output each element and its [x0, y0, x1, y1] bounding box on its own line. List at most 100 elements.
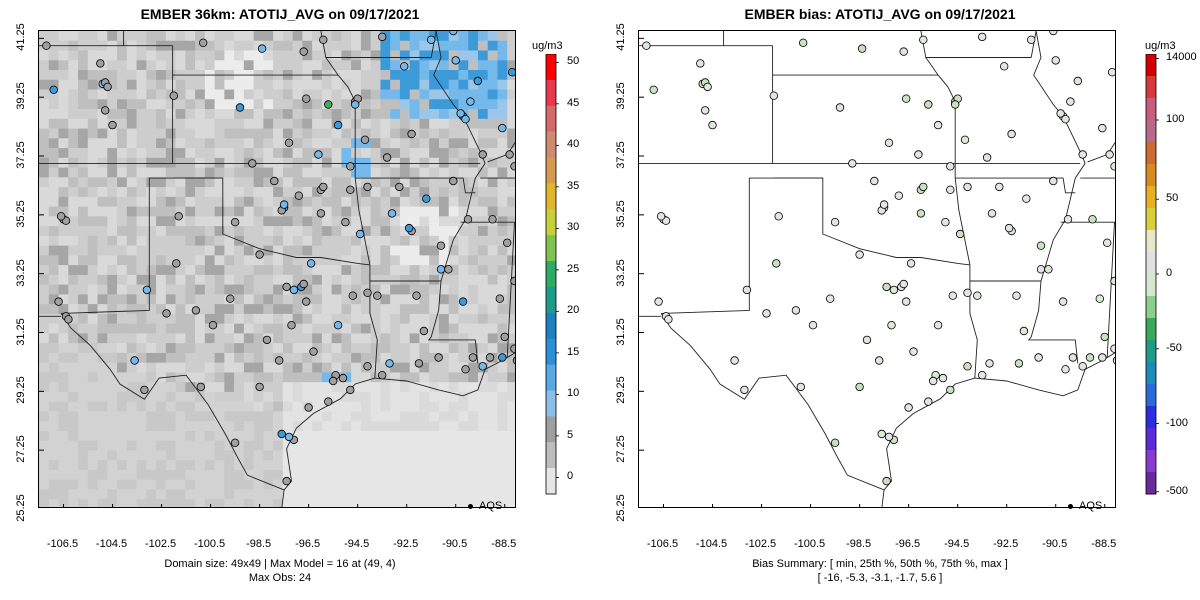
y-tick-label: 31.25 [15, 317, 27, 346]
x-tick-label: -92.5 [393, 538, 419, 550]
colorbar-segment [1146, 362, 1156, 385]
colorbar-tick-label: 100 [1166, 113, 1185, 125]
observation-marker [378, 371, 387, 380]
colorbar-tick-label: 50 [567, 55, 580, 68]
colorbar-tick-label: 5 [567, 428, 574, 441]
observation-marker [304, 403, 313, 412]
x-tick-label: -94.5 [944, 538, 970, 550]
bias-marker [1061, 114, 1070, 124]
y-tick-label: 33.25 [15, 258, 27, 287]
bias-marker [987, 209, 997, 218]
bias-marker [1098, 123, 1107, 133]
bias-marker [796, 382, 805, 392]
observation-marker [302, 94, 311, 103]
bias-marker [1027, 35, 1036, 44]
bias-marker [1103, 238, 1112, 247]
observation-marker [324, 397, 333, 406]
x-tick-label: -96.5 [895, 538, 921, 550]
bias-marker [877, 429, 886, 439]
bias-marker [1036, 241, 1046, 250]
observation-marker [235, 103, 245, 112]
observation-marker [378, 32, 387, 42]
x-tick-label: -104.5 [695, 538, 728, 550]
boundary-line [369, 264, 378, 379]
x-tick-label: -100.5 [193, 538, 226, 550]
bias-marker [791, 306, 801, 315]
colorbar-segment [1146, 296, 1156, 319]
observation-marker [468, 353, 478, 362]
x-tick-label: -88.5 [491, 538, 517, 550]
bias-marker [1095, 294, 1104, 303]
bias-marker [963, 182, 972, 192]
x-tick-label: -90.5 [442, 538, 468, 550]
observation-marker [382, 153, 392, 162]
boundary-line [660, 313, 1115, 491]
observation-marker [103, 82, 112, 92]
aqs-legend-label: AQS [1079, 500, 1103, 512]
colorbar-segment [1146, 472, 1156, 495]
colorbar-segment [546, 235, 556, 262]
observation-marker [461, 114, 470, 124]
observation-marker [284, 138, 294, 147]
bias-marker [941, 217, 950, 227]
observation-marker [385, 359, 394, 368]
observation-marker [96, 59, 105, 68]
bias-marker [879, 200, 889, 209]
bias-marker [1088, 215, 1097, 224]
bias-marker [899, 279, 908, 289]
bias-marker [1107, 68, 1115, 77]
observation-marker [363, 362, 372, 371]
observation-marker [427, 35, 436, 44]
colorbar-segment [1146, 230, 1156, 253]
x-tick-label: -98.5 [846, 538, 872, 550]
bias-marker [848, 159, 857, 168]
bias-marker [1012, 291, 1021, 300]
colorbar-segment [546, 286, 556, 314]
x-tick-label: -102.5 [144, 538, 177, 550]
bias-marker [946, 185, 955, 194]
bias-marker [884, 138, 894, 147]
bias-marker [882, 476, 891, 486]
colorbar-tick-label: 20 [567, 304, 580, 317]
bias-map [638, 30, 1116, 508]
observation-marker [414, 359, 424, 368]
domain-summary: Domain size: 49x49 | Max Model = 16 at (… [164, 558, 396, 570]
observation-marker [449, 176, 458, 186]
model-map [38, 30, 516, 508]
colorbar-segment [1146, 164, 1156, 187]
bias-marker [708, 120, 717, 130]
bias-marker [995, 182, 1004, 192]
y-tick-label: 29.25 [615, 376, 627, 405]
bias-marker [902, 94, 911, 103]
boundary-line [661, 177, 970, 314]
bias-marker [664, 315, 673, 324]
observation-marker [346, 162, 355, 171]
observation-marker [248, 159, 257, 168]
observation-marker [498, 353, 507, 362]
bias-marker [938, 373, 948, 383]
colorbar-segment [1146, 142, 1156, 165]
bias-marker [1098, 353, 1107, 362]
bias-marker [902, 297, 911, 306]
observation-marker [495, 294, 504, 303]
bias-marker [874, 356, 884, 365]
colorbar-unit: ug/m3 [1145, 40, 1176, 52]
colorbar-tick-label: -50 [1166, 341, 1182, 354]
colorbar-segment [1146, 384, 1156, 407]
bias-marker [919, 35, 928, 44]
observation-marker [42, 41, 51, 50]
colorbar-tick-label: 14000 [1166, 51, 1197, 64]
bias-marker [835, 103, 845, 112]
observation-marker [512, 356, 515, 365]
colorbar-tick-label: 0 [1166, 267, 1173, 279]
bias-marker [870, 176, 879, 186]
x-tick-label: -90.5 [1042, 538, 1068, 550]
x-tick-label: -106.5 [646, 538, 679, 550]
observation-marker [488, 215, 497, 224]
bias-marker [894, 191, 903, 200]
bias-marker [882, 282, 891, 292]
bias-marker [982, 153, 992, 162]
colorbar-tick-label: 35 [567, 179, 580, 192]
bias-marker [808, 321, 818, 330]
bias-marker [862, 335, 872, 345]
